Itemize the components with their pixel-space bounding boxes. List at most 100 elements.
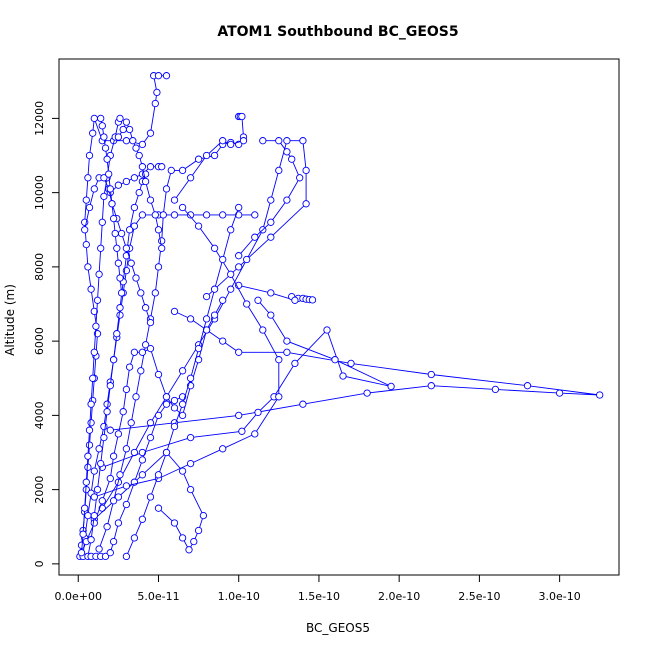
data-point: [178, 166, 187, 175]
data-point: [178, 467, 187, 475]
data-point: [135, 151, 143, 160]
x-tick-label: 3.0e-10: [539, 590, 581, 603]
data-point: [283, 337, 291, 345]
y-tick-label: 12000: [33, 101, 46, 136]
data-point: [251, 211, 259, 219]
data-point: [235, 263, 243, 271]
y-axis-label: Altitude (m): [3, 284, 17, 356]
data-point: [227, 285, 235, 293]
data-point: [427, 382, 435, 390]
data-point: [194, 526, 203, 535]
series-9: [106, 163, 166, 197]
data-point: [130, 203, 139, 212]
data-point: [108, 200, 116, 208]
data-point: [235, 252, 243, 260]
data-point: [109, 497, 118, 505]
data-point: [251, 233, 259, 241]
data-point: [125, 125, 134, 134]
data-point: [103, 523, 111, 531]
data-point: [427, 370, 435, 379]
data-point: [116, 114, 124, 123]
data-point: [178, 400, 187, 408]
data-point: [111, 229, 119, 238]
series-line: [101, 140, 307, 509]
data-point: [146, 318, 155, 327]
data-point: [85, 203, 94, 212]
data-point: [85, 441, 94, 449]
chart-title: ATOM1 Southbound BC_GEOS5: [217, 24, 458, 40]
data-point: [267, 289, 275, 297]
data-point: [283, 148, 291, 156]
data-point: [210, 151, 219, 160]
data-point: [90, 307, 98, 316]
data-point: [137, 289, 145, 297]
data-point: [339, 372, 347, 380]
data-point: [523, 382, 532, 390]
data-point: [130, 174, 139, 182]
data-point: [93, 485, 102, 494]
y-tick-label: 10000: [33, 175, 46, 210]
data-point: [109, 356, 118, 364]
series-18: [114, 118, 166, 252]
data-point: [186, 211, 195, 219]
data-point: [101, 552, 110, 561]
data-point: [127, 259, 135, 267]
data-point: [122, 385, 131, 394]
data-point: [97, 244, 105, 252]
x-tick-label: 2.5e-10: [458, 590, 500, 603]
data-point: [141, 177, 150, 186]
data-point: [170, 396, 179, 405]
data-point: [170, 196, 179, 204]
data-point: [103, 400, 111, 408]
data-point: [81, 504, 89, 512]
data-point: [82, 196, 90, 204]
data-point: [275, 166, 283, 175]
data-point: [227, 140, 235, 149]
data-point: [119, 408, 127, 416]
data-point: [77, 549, 86, 557]
series-20: [122, 203, 243, 561]
data-point: [90, 114, 98, 123]
data-point: [132, 393, 140, 401]
y-tick-label: 2000: [33, 476, 46, 504]
data-point: [491, 385, 500, 394]
data-point: [202, 292, 211, 301]
data-point: [170, 307, 179, 316]
data-point: [186, 433, 195, 442]
data-point: [114, 493, 123, 501]
data-point: [97, 114, 105, 123]
data-point: [194, 155, 203, 163]
data-point: [103, 408, 111, 416]
data-point: [101, 144, 110, 152]
data-point: [347, 359, 355, 368]
series-3: [98, 137, 310, 512]
data-point: [113, 330, 121, 338]
data-point: [98, 218, 106, 226]
data-point: [98, 122, 106, 130]
data-point: [308, 296, 317, 304]
data-point: [138, 515, 147, 523]
data-point: [135, 188, 143, 197]
data-point: [129, 137, 137, 145]
data-point: [138, 448, 147, 457]
data-point: [275, 137, 283, 145]
data-point: [194, 344, 203, 353]
data-point: [114, 133, 123, 141]
data-point: [154, 226, 163, 234]
data-point: [283, 348, 291, 356]
data-point: [219, 255, 227, 264]
series-8: [95, 138, 243, 553]
data-point: [235, 203, 243, 212]
data-point: [82, 478, 90, 486]
data-point: [202, 151, 211, 160]
data-point: [190, 537, 198, 546]
data-point: [267, 196, 275, 204]
data-point: [363, 389, 371, 397]
data-point: [259, 326, 267, 334]
data-point: [100, 422, 108, 431]
series-line: [174, 116, 244, 201]
data-point: [275, 393, 283, 401]
data-point: [162, 400, 171, 408]
data-point: [87, 419, 95, 427]
y-tick-label: 8000: [33, 253, 46, 281]
